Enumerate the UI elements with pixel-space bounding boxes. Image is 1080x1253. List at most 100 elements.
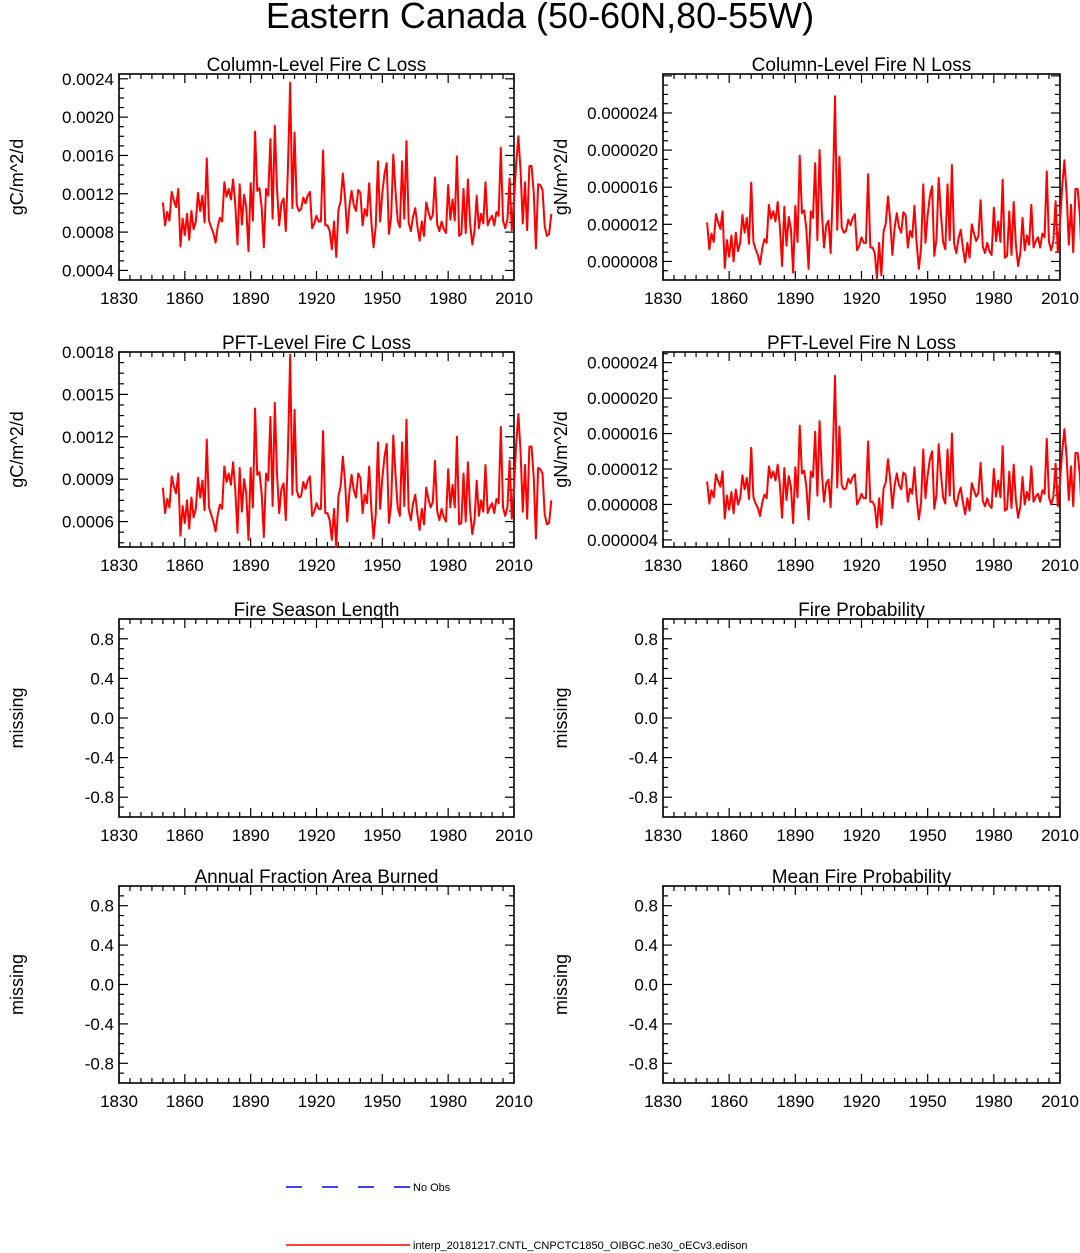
y-axis-label: missing: [551, 687, 571, 748]
y-tick-label: 0.000016: [587, 425, 658, 444]
x-tick-label: 2010: [1041, 826, 1079, 845]
y-tick-label: 0.0018: [62, 343, 114, 362]
y-tick-label: -0.8: [85, 788, 114, 807]
y-tick-label: 0.4: [90, 669, 114, 688]
y-tick-label: -0.8: [85, 1054, 114, 1073]
x-tick-label: 1950: [363, 826, 401, 845]
plot-frame: [662, 618, 1061, 818]
x-tick-label: 1830: [644, 556, 682, 575]
x-tick-label: 1860: [710, 826, 748, 845]
panel-title: PFT-Level Fire N Loss: [767, 333, 956, 354]
panel-title: Column-Level Fire C Loss: [207, 55, 427, 76]
y-tick-label: 0.000024: [587, 354, 658, 373]
y-tick-label: 0.000008: [587, 252, 658, 271]
x-tick-label: 1860: [166, 556, 204, 575]
y-tick-label: -0.8: [629, 788, 658, 807]
x-tick-label: 1980: [975, 826, 1013, 845]
x-tick-label: 1980: [429, 1092, 467, 1111]
x-tick-label: 1980: [975, 556, 1013, 575]
y-tick-label: 0.000024: [587, 104, 658, 123]
panel-col-n: Column-Level Fire N Loss gN/m^2/d 1830 1860…: [551, 55, 1080, 308]
series-line-0: [706, 95, 1080, 280]
y-tick-label: 0.0: [90, 976, 114, 995]
y-tick-label: -0.4: [629, 1015, 658, 1034]
figure-title: Eastern Canada (50-60N,80-55W): [266, 0, 814, 36]
x-tick-label: 1920: [843, 556, 881, 575]
y-tick-label: 0.8: [634, 630, 658, 649]
panel-meanprob: Mean Fire Probability missing 1830 1860 1890…: [551, 867, 1079, 1111]
x-tick-label: 2010: [1041, 1092, 1079, 1111]
y-tick-label: 0.0009: [62, 470, 114, 489]
plot-frame: [118, 351, 515, 548]
x-tick-label: 1830: [644, 289, 682, 308]
series-line-0: [161, 81, 553, 258]
y-tick-label: 0.0024: [62, 70, 114, 89]
y-axis-label: missing: [7, 954, 27, 1015]
y-tick-label: -0.8: [629, 1054, 658, 1073]
x-tick-label: 1980: [429, 289, 467, 308]
y-tick-label: -0.4: [85, 749, 114, 768]
y-tick-label: 0.000004: [587, 531, 658, 550]
y-axis-label: gC/m^2/d: [7, 139, 27, 215]
x-tick-label: 2010: [495, 826, 533, 845]
panel-title: Annual Fraction Area Burned: [195, 867, 439, 888]
y-axis-label: gN/m^2/d: [551, 139, 571, 215]
y-tick-label: 0.0012: [62, 185, 114, 204]
x-tick-label: 1920: [298, 289, 336, 308]
y-tick-label: 0.8: [90, 630, 114, 649]
panel-col-c: Column-Level Fire C Loss gC/m^2/d 1830 1860…: [7, 55, 553, 308]
y-tick-label: 0.8: [90, 897, 114, 916]
series-line-0: [706, 374, 1080, 529]
y-tick-label: 0.4: [634, 936, 658, 955]
y-tick-label: 0.0020: [62, 108, 114, 127]
y-tick-label: 0.0: [634, 976, 658, 995]
panel-title: Fire Season Length: [234, 600, 400, 621]
x-tick-label: 1830: [644, 826, 682, 845]
x-tick-label: 2010: [1041, 556, 1079, 575]
plot-frame: [662, 885, 1061, 1084]
x-tick-label: 1980: [429, 556, 467, 575]
panel-prob: Fire Probability missing 1830 1860 1890 1920 1…: [551, 600, 1079, 845]
panel-area: Annual Fraction Area Burned missing 1830 18…: [7, 867, 533, 1111]
plot-frame: [118, 73, 515, 281]
x-tick-label: 1860: [710, 1092, 748, 1111]
plot-frame: [662, 73, 1061, 281]
legend-no-obs-label: No Obs: [413, 1182, 451, 1194]
x-tick-label: 1830: [100, 556, 138, 575]
x-tick-label: 1890: [232, 556, 270, 575]
plot-frame: [118, 885, 515, 1084]
panel-pft-n: PFT-Level Fire N Loss gN/m^2/d 1830 1860 189…: [551, 333, 1080, 575]
x-tick-label: 2010: [495, 556, 533, 575]
x-tick-label: 1860: [166, 289, 204, 308]
plot-frame: [662, 351, 1061, 548]
x-tick-label: 1860: [710, 289, 748, 308]
y-tick-label: 0.000008: [587, 495, 658, 514]
x-tick-label: 1890: [776, 1092, 814, 1111]
x-tick-label: 1890: [776, 289, 814, 308]
y-tick-label: 0.0015: [62, 385, 114, 404]
y-tick-label: 0.000020: [587, 389, 658, 408]
y-tick-label: -0.4: [629, 749, 658, 768]
x-tick-label: 1920: [843, 289, 881, 308]
x-tick-label: 1860: [710, 556, 748, 575]
x-tick-label: 1860: [166, 1092, 204, 1111]
x-tick-label: 1950: [363, 1092, 401, 1111]
x-tick-label: 1980: [429, 826, 467, 845]
y-tick-label: 0.0004: [62, 261, 114, 280]
panel-title: Column-Level Fire N Loss: [752, 55, 972, 76]
y-tick-label: 0.0016: [62, 146, 114, 165]
x-tick-label: 1950: [909, 289, 947, 308]
y-tick-label: 0.8: [634, 897, 658, 916]
x-tick-label: 1920: [843, 826, 881, 845]
x-tick-label: 1980: [975, 1092, 1013, 1111]
x-tick-label: 1980: [975, 289, 1013, 308]
x-tick-label: 1890: [232, 826, 270, 845]
panel-title: PFT-Level Fire C Loss: [222, 333, 411, 354]
y-tick-label: 0.4: [90, 936, 114, 955]
y-axis-label: gN/m^2/d: [551, 411, 571, 487]
y-tick-label: 0.0: [634, 709, 658, 728]
x-tick-label: 1860: [166, 826, 204, 845]
x-tick-label: 2010: [1041, 289, 1079, 308]
x-tick-label: 1920: [298, 1092, 336, 1111]
